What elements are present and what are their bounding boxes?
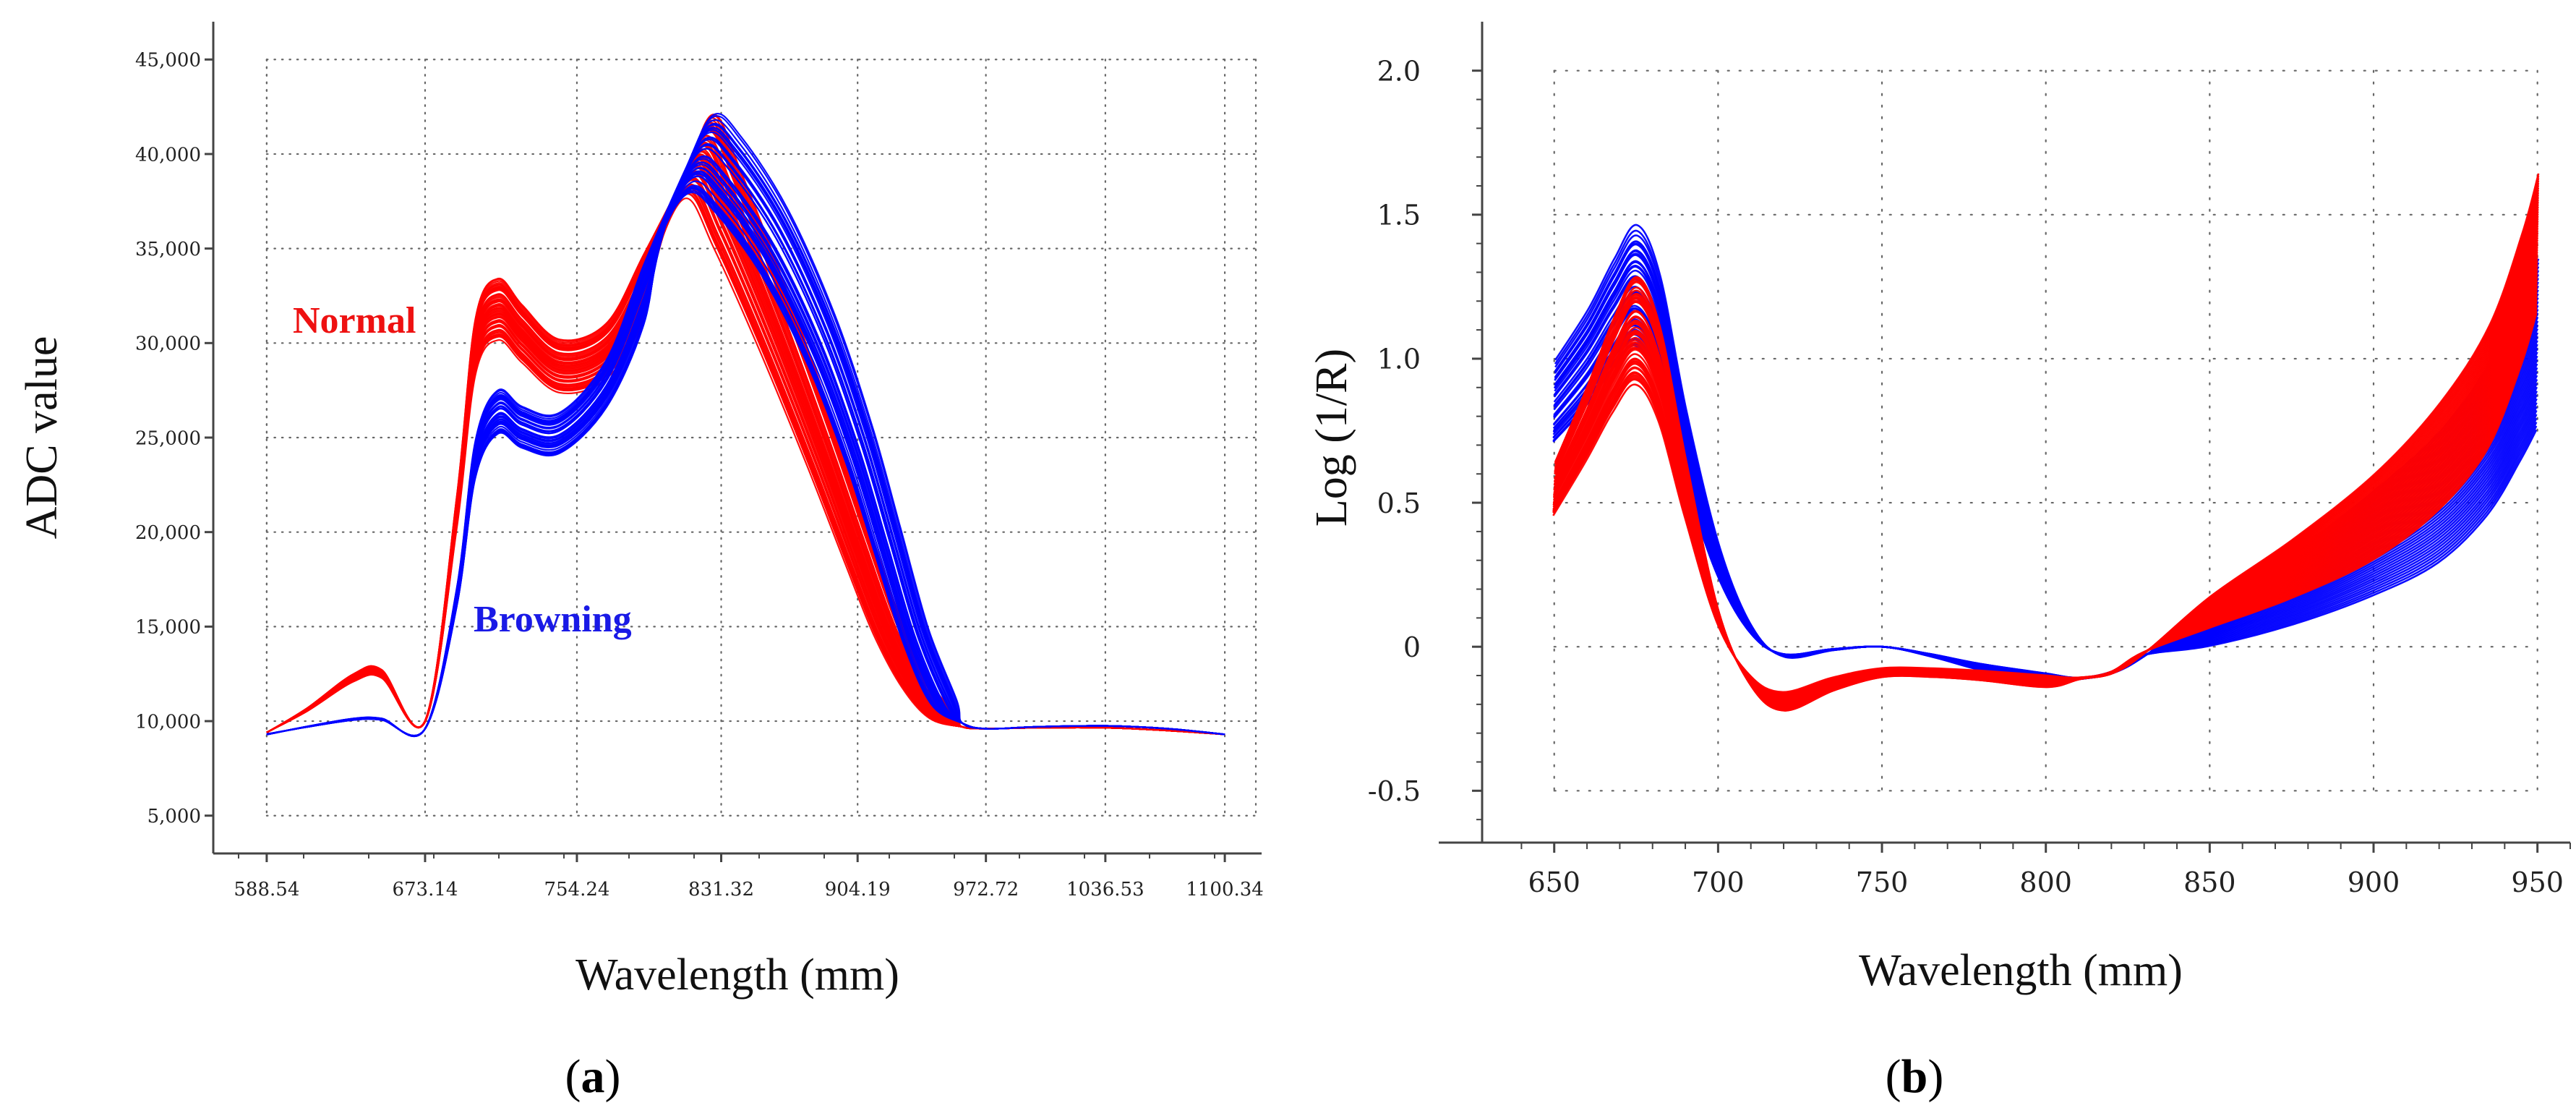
series-line-browning (1554, 229, 2540, 685)
series-line-normal (1554, 175, 2540, 712)
chart-b-series-lines (1552, 173, 2540, 712)
series-line-browning (1554, 223, 2540, 686)
series-line-normal (1554, 180, 2540, 711)
x-tick-label: 1036.53 (1066, 879, 1144, 900)
x-tick-label: 588.54 (234, 879, 299, 900)
x-tick-label: 972.72 (953, 879, 1019, 900)
x-tick-label: 800 (2019, 866, 2072, 898)
panel-label-a: (a) (565, 1050, 621, 1103)
panel-label-b: (b) (1886, 1050, 1944, 1103)
y-tick-label: 35,000 (135, 239, 201, 260)
series-line-normal (266, 142, 1225, 736)
x-tick-label: 1100.34 (1186, 879, 1264, 900)
chart-panel-a: 5,000 10,000 15,000 20,000 25,000 30,000 35,00… (17, 22, 1264, 1103)
series-line-normal (1554, 206, 2539, 709)
y-tick-label: 0.5 (1377, 487, 1421, 519)
chart-a-y-axis-label: ADC value (17, 336, 67, 540)
series-line-normal (1554, 192, 2540, 708)
chart-b-ticks: -0.5 0 0.5 1.0 1.5 2.0 650 700 750 800 850 900 950 (1368, 55, 2571, 898)
series-line-normal (266, 122, 1225, 736)
x-tick-label: 673.14 (392, 879, 458, 900)
annotation-normal: Normal (293, 300, 416, 341)
x-tick-label: 904.19 (825, 879, 891, 900)
x-tick-label: 750 (1856, 866, 1909, 898)
series-line-normal (266, 190, 1225, 736)
chart-a-ticks: 5,000 10,000 15,000 20,000 25,000 30,000 35,00… (135, 50, 1264, 900)
y-tick-label: -0.5 (1368, 775, 1421, 807)
x-tick-label: 700 (1692, 866, 1745, 898)
series-line-normal (266, 150, 1225, 736)
y-tick-label: 1.5 (1377, 200, 1421, 231)
series-line-browning (266, 122, 1225, 737)
chart-a-series-lines (266, 113, 1225, 738)
x-tick-label: 754.24 (544, 879, 609, 900)
y-tick-label: 40,000 (135, 144, 201, 166)
y-tick-label: 2.0 (1377, 55, 1421, 87)
chart-b-y-axis-label: Log (1/R) (1307, 349, 1356, 527)
series-line-normal (1554, 197, 2539, 708)
series-line-browning (266, 113, 1225, 738)
series-line-normal (1554, 195, 2539, 707)
series-line-normal (266, 150, 1225, 736)
y-tick-label: 30,000 (135, 333, 201, 355)
series-line-normal (1554, 189, 2540, 710)
chart-b-x-axis-label: Wavelength (mm) (1859, 946, 2183, 995)
series-line-normal (1554, 184, 2540, 709)
series-line-normal (266, 122, 1225, 736)
annotation-browning: Browning (474, 599, 632, 640)
x-tick-label: 950 (2511, 866, 2564, 898)
series-line-normal (1554, 178, 2540, 711)
series-line-normal (1554, 173, 2540, 712)
y-tick-label: 25,000 (135, 427, 201, 449)
y-tick-label: 20,000 (135, 522, 201, 544)
chart-a-x-axis-label: Wavelength (mm) (575, 950, 899, 1000)
chart-panel-b: -0.5 0 0.5 1.0 1.5 2.0 650 700 750 800 850 900 950 L… (1307, 22, 2571, 1103)
y-tick-label: 15,000 (135, 617, 201, 639)
series-line-normal (266, 114, 1225, 736)
series-line-normal (1554, 187, 2540, 710)
y-tick-label: 5,000 (147, 806, 201, 827)
series-line-browning (266, 192, 1225, 737)
x-tick-label: 650 (1528, 866, 1580, 898)
x-tick-label: 900 (2348, 866, 2400, 898)
y-tick-label: 1.0 (1377, 344, 1421, 375)
y-tick-label: 45,000 (135, 50, 201, 72)
x-tick-label: 850 (2183, 866, 2236, 898)
x-tick-label: 831.32 (688, 879, 754, 900)
series-line-normal (1554, 182, 2540, 712)
y-tick-label: 0 (1403, 631, 1421, 663)
y-tick-label: 10,000 (135, 711, 201, 733)
